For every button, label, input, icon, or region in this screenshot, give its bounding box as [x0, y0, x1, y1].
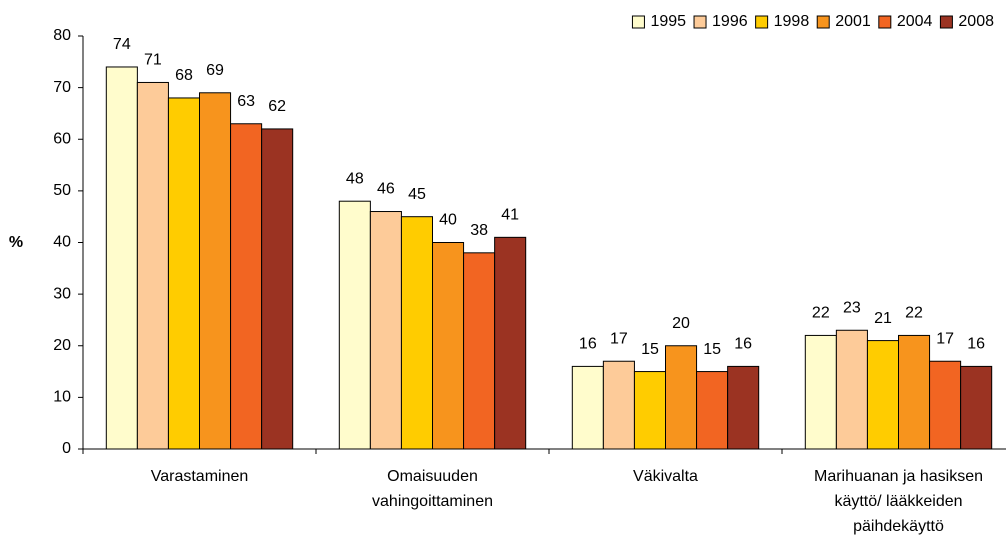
legend-label: 2001	[835, 13, 871, 30]
bar	[230, 123, 263, 450]
data-label: 48	[346, 170, 364, 187]
legend-swatch	[878, 15, 892, 29]
data-label: 63	[237, 93, 255, 110]
y-tick-label: 80	[53, 27, 71, 44]
data-label: 45	[408, 186, 426, 203]
x-tick-label: vahingoittaminen	[372, 493, 493, 510]
bar	[571, 365, 604, 450]
bar	[105, 66, 138, 450]
legend-swatch	[816, 15, 830, 29]
data-label: 16	[734, 336, 752, 353]
bar	[432, 242, 465, 450]
data-label: 22	[905, 305, 923, 322]
data-label: 40	[439, 212, 457, 229]
data-label: 46	[377, 181, 395, 198]
x-tick-label: Omaisuuden	[387, 468, 478, 485]
bar	[727, 365, 760, 450]
bar	[665, 345, 698, 450]
bar	[463, 252, 496, 450]
data-label: 23	[843, 299, 861, 316]
bar	[400, 216, 433, 450]
y-tick-label: 70	[53, 79, 71, 96]
bar	[369, 211, 402, 450]
bar	[835, 329, 868, 450]
data-label: 20	[672, 315, 690, 332]
bar	[199, 92, 232, 450]
y-tick-label: 10	[53, 389, 71, 406]
y-tick-label: 40	[53, 234, 71, 251]
x-tick-label: Marihuanan ja hasiksen	[814, 468, 983, 485]
bar	[960, 365, 993, 450]
data-label: 16	[579, 336, 597, 353]
bar	[338, 200, 371, 450]
data-label: 68	[175, 67, 193, 84]
bar	[494, 236, 527, 450]
legend-swatch	[939, 15, 953, 29]
data-label: 22	[812, 305, 830, 322]
legend-label: 1998	[774, 13, 810, 30]
y-tick-label: 60	[53, 130, 71, 147]
x-tick-label: päihdekäyttö	[853, 518, 944, 535]
data-label: 74	[113, 36, 131, 53]
bar	[633, 371, 667, 450]
legend-label: 1996	[712, 13, 748, 30]
bar	[898, 334, 931, 450]
y-tick-label: 0	[62, 440, 71, 457]
x-tick-label: Varastaminen	[151, 468, 249, 485]
data-label: 71	[144, 52, 162, 69]
data-label: 15	[703, 341, 721, 358]
bar	[602, 360, 635, 450]
y-tick-label: 20	[53, 337, 71, 354]
bar	[804, 334, 837, 450]
bar	[696, 371, 729, 450]
legend-label: 1995	[650, 13, 686, 30]
bar	[136, 81, 169, 450]
x-tick-label: käyttö/ lääkkeiden	[834, 493, 962, 510]
legend-swatch	[755, 15, 769, 29]
data-label: 38	[470, 222, 488, 239]
legend-swatch	[693, 15, 707, 29]
x-tick-label: Väkivalta	[633, 468, 698, 485]
data-label: 21	[874, 310, 892, 327]
bar	[261, 128, 294, 450]
legend-swatch	[631, 15, 645, 29]
data-label: 62	[268, 98, 286, 115]
legend-label: 2004	[897, 13, 933, 30]
data-label: 69	[206, 62, 224, 79]
y-tick-label: 30	[53, 285, 71, 302]
data-label: 17	[936, 330, 954, 347]
legend-label: 2008	[958, 13, 994, 30]
bar	[167, 97, 200, 450]
y-tick-label: 50	[53, 182, 71, 199]
data-label: 15	[641, 341, 659, 358]
data-label: 16	[967, 336, 985, 353]
bar	[929, 360, 962, 450]
y-axis-label: %	[9, 234, 23, 251]
data-label: 41	[501, 207, 519, 224]
data-label: 17	[610, 330, 628, 347]
bar	[866, 340, 900, 450]
